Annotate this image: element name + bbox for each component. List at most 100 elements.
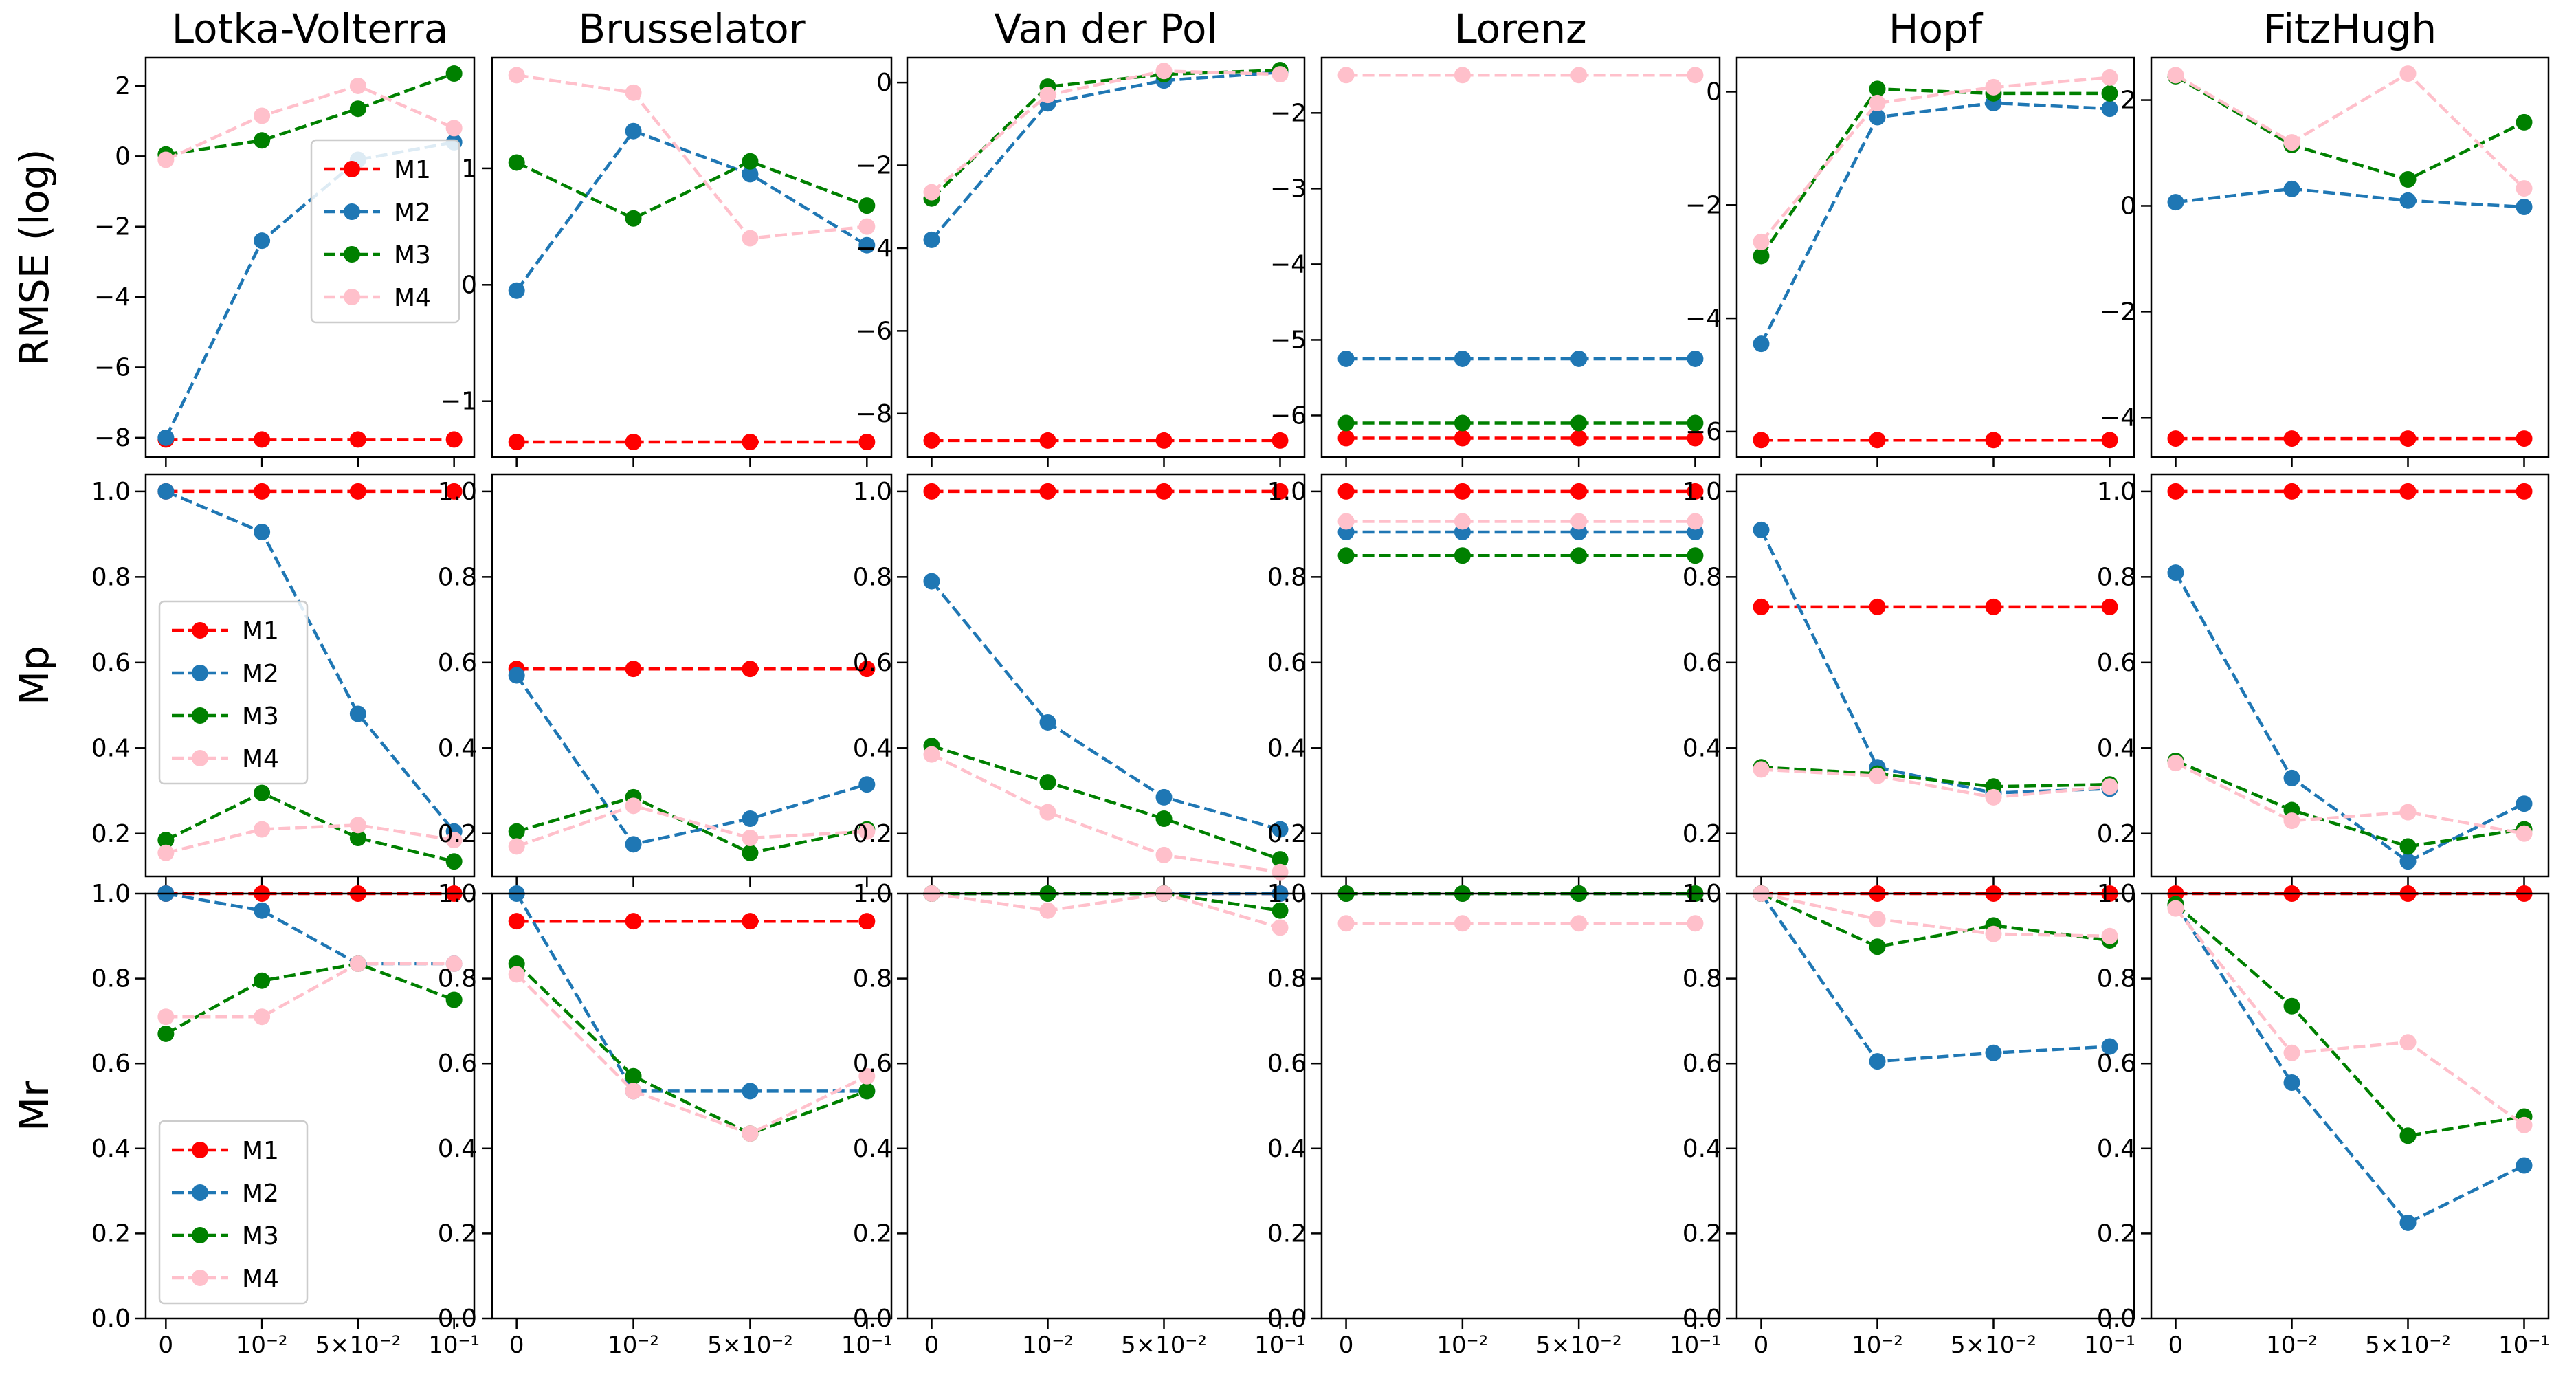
subplot-rmse-vanderpol: −8 −6 −4 −2 0 Van der Pol <box>856 5 1306 467</box>
data-point-m2 <box>254 524 271 541</box>
y-tick-label: 0 <box>461 271 477 299</box>
x-tick-label: 10⁻² <box>2266 1331 2318 1359</box>
legend-label-m4: M4 <box>242 745 279 773</box>
y-tick-label: 1.0 <box>1683 880 1722 908</box>
y-tick-label: 0.0 <box>438 1305 477 1333</box>
data-point-m2 <box>2167 564 2184 582</box>
series-line-m2 <box>166 892 454 966</box>
y-tick-label: −2 <box>856 152 892 180</box>
data-point-m4 <box>2516 1116 2533 1133</box>
y-tick-label: 0.2 <box>1267 1219 1307 1248</box>
data-point-m3 <box>1869 938 1886 955</box>
series-line-m4 <box>165 823 454 854</box>
data-point-m3 <box>1039 774 1056 791</box>
y-tick-label: 0.6 <box>1683 649 1722 677</box>
legend-label-m2: M2 <box>242 1180 279 1208</box>
data-point-m3 <box>2101 85 2118 102</box>
series-line-m3 <box>2175 903 2524 1138</box>
data-point-m2 <box>1337 350 1355 367</box>
x-tick-label: 10⁻² <box>1022 1331 1074 1359</box>
x-tick-label: 5×10⁻² <box>2365 1331 2451 1359</box>
data-point-m1 <box>254 483 271 500</box>
data-point-m1 <box>1753 598 1770 615</box>
data-point-m2 <box>2101 1038 2118 1055</box>
axes-frame <box>2150 892 2550 1320</box>
y-tick-label: 0.2 <box>1683 820 1722 848</box>
data-point-m1 <box>1454 430 1471 447</box>
data-point-m1 <box>2101 598 2118 615</box>
y-tick-label: 0.2 <box>438 820 477 848</box>
data-point-m4 <box>1687 67 1704 84</box>
y-tick-label: −3 <box>1270 175 1307 203</box>
data-point-m2 <box>625 122 642 140</box>
data-point-m1 <box>858 913 876 930</box>
y-tick-label: 0.6 <box>1683 1050 1722 1078</box>
legend: M1 M2 M3 M4 <box>158 1120 309 1305</box>
y-tick-label: 1.0 <box>1267 478 1307 506</box>
series-line-m2 <box>2174 571 2525 863</box>
series-line-m2 <box>930 580 1281 831</box>
series-line-m4 <box>931 753 1280 874</box>
data-point-m1 <box>1869 598 1886 615</box>
data-point-m1 <box>625 661 642 678</box>
data-point-m4 <box>1454 67 1471 84</box>
data-point-m3 <box>1869 80 1886 98</box>
data-point-m1 <box>858 661 876 678</box>
y-tick-label: 0.8 <box>2097 965 2136 993</box>
y-tick-label: 0.2 <box>91 820 131 848</box>
series-line-m3 <box>165 791 455 863</box>
x-tick-label: 5×10⁻² <box>315 1331 401 1359</box>
data-point-m4 <box>1753 233 1770 250</box>
y-tick-label: −8 <box>856 400 892 428</box>
data-point-m2 <box>254 902 271 919</box>
legend: M1 M2 M3 M4 <box>158 600 309 785</box>
y-tick-label: −2 <box>94 213 131 241</box>
series-line-m2 <box>2175 187 2524 209</box>
series-line-m3 <box>515 159 868 221</box>
data-point-m2 <box>1039 713 1056 731</box>
data-point-m1 <box>349 483 366 500</box>
data-point-m2 <box>349 705 366 722</box>
data-point-m2 <box>742 166 759 183</box>
data-point-m2 <box>1687 350 1704 367</box>
y-tick-label: 0.4 <box>2097 734 2136 762</box>
y-tick-label: 1.0 <box>1267 880 1307 908</box>
axes-frame <box>144 473 476 878</box>
y-tick-label: −4 <box>1270 250 1307 278</box>
data-point-m1 <box>2516 483 2533 500</box>
y-tick-label: 1.0 <box>853 478 892 506</box>
series-line-m2 <box>1759 529 2110 795</box>
y-tick-label: −4 <box>2100 403 2136 432</box>
data-point-m1 <box>254 431 271 448</box>
legend-box <box>158 1120 309 1305</box>
data-point-m4 <box>157 844 175 861</box>
y-tick-label: −6 <box>94 353 131 381</box>
data-point-m4 <box>1570 67 1588 84</box>
y-tick-label: 0.6 <box>438 649 477 677</box>
series-line-m2 <box>515 674 867 846</box>
subplot-mp-hopf: 0.2 0.4 0.6 0.8 1.0 <box>1683 473 2135 887</box>
data-point-m3 <box>349 829 366 846</box>
data-point-m3 <box>1272 902 1289 919</box>
data-point-m3 <box>254 972 271 989</box>
y-tick-label: 0.2 <box>2097 820 2136 848</box>
data-point-m4 <box>2101 69 2118 86</box>
data-point-m3 <box>254 784 271 801</box>
x-tick-label: 0 <box>1339 1331 1354 1359</box>
data-point-m1 <box>923 432 940 449</box>
data-point-m4 <box>1869 911 1886 928</box>
subplot-mp-fitzhugh: 0.2 0.4 0.6 0.8 1.0 <box>2097 473 2550 887</box>
legend-marker-m2 <box>344 203 360 220</box>
x-tick-label: 0 <box>2168 1331 2184 1359</box>
data-point-m4 <box>2283 1044 2300 1061</box>
y-tick-label: 0.6 <box>1267 1050 1307 1078</box>
data-point-m4 <box>2167 755 2184 772</box>
data-point-m4 <box>1272 863 1289 881</box>
data-point-m1 <box>923 483 940 500</box>
legend-label-m3: M3 <box>242 1222 279 1250</box>
y-tick-label: 0 <box>1706 78 1722 106</box>
data-point-m1 <box>1753 432 1770 449</box>
x-tick-label: 10⁻² <box>1436 1331 1488 1359</box>
axes-frame <box>1320 892 1721 1320</box>
y-tick-label: 0.6 <box>2097 649 2136 677</box>
